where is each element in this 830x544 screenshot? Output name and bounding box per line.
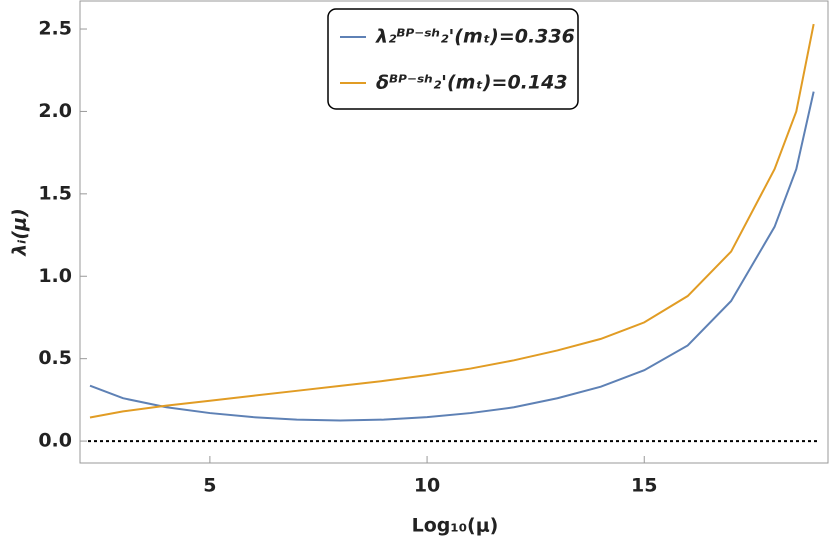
y-tick-label: 1.5 <box>38 182 72 204</box>
x-tick-label: 15 <box>631 475 657 497</box>
legend-label: λ₂ᴮᴾ⁻ˢʰ₂'(mₜ)=0.336 <box>375 26 575 48</box>
y-tick-label: 0.0 <box>38 430 72 452</box>
y-axis-label: λᵢ(μ) <box>9 208 31 257</box>
y-tick-label: 1.0 <box>38 265 72 287</box>
plot-frame <box>79 0 829 464</box>
series-line <box>89 91 815 422</box>
x-tick-label: 10 <box>414 475 440 497</box>
x-tick-label: 5 <box>203 475 216 497</box>
legend-box <box>327 8 579 110</box>
x-axis-label: Log₁₀(μ) <box>412 515 499 537</box>
series-line <box>89 23 815 419</box>
y-tick-label: 2.0 <box>38 100 72 122</box>
y-tick-label: 2.5 <box>38 18 72 40</box>
legend-label: δᴮᴾ⁻ˢʰ₂'(mₜ)=0.143 <box>376 72 568 94</box>
y-tick-label: 0.5 <box>38 347 72 369</box>
